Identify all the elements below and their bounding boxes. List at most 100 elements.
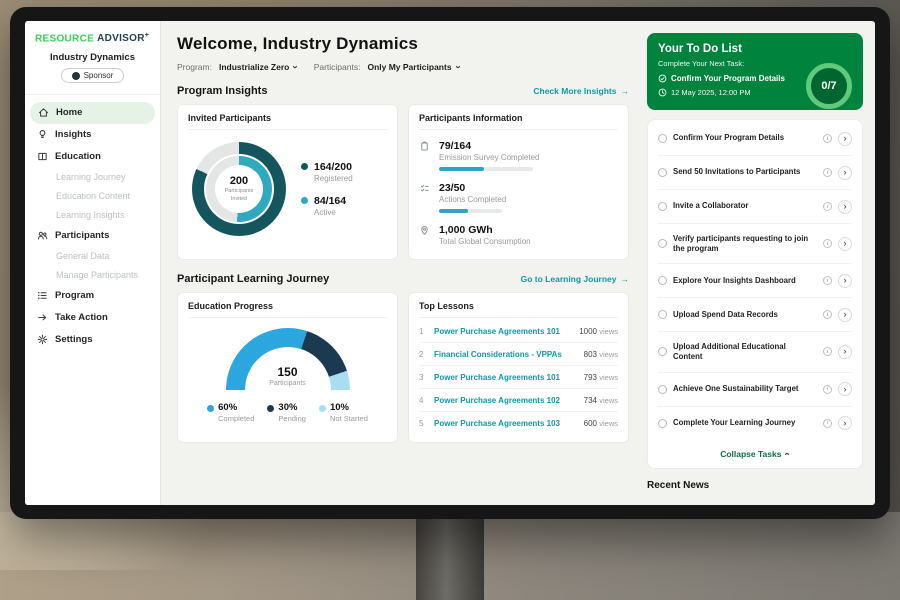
task-checkbox[interactable] bbox=[658, 347, 667, 357]
survey-icon bbox=[421, 141, 428, 151]
list-icon bbox=[38, 292, 47, 300]
sidebar-item-take-action[interactable]: Take Action bbox=[25, 307, 160, 329]
sidebar-item-education[interactable]: Education bbox=[25, 146, 160, 168]
sidebar-item-manage-participants[interactable]: Manage Participants bbox=[56, 270, 139, 281]
chevron-right-icon[interactable]: › bbox=[838, 165, 852, 180]
task-checkbox[interactable] bbox=[658, 276, 667, 286]
legend-dot bbox=[301, 163, 308, 170]
chevron-down-icon: › bbox=[290, 65, 302, 69]
task-checkbox[interactable] bbox=[658, 384, 667, 394]
task-checkbox[interactable] bbox=[658, 310, 667, 320]
lesson-row: 2 Financial Considerations - VPPAs 803 v… bbox=[419, 343, 618, 366]
task-row[interactable]: Verify participants requesting to join t… bbox=[658, 224, 852, 265]
tasks-card: Confirm Your Program Details i › Send 50… bbox=[647, 119, 863, 469]
todo-due-date: 12 May 2025, 12:00 PM bbox=[658, 88, 852, 97]
sidebar-nav: Home Insights Education Learning Journey… bbox=[25, 95, 160, 358]
sidebar-item-general-data[interactable]: General Data bbox=[56, 251, 110, 262]
invited-participants-card: Invited Participants 200 Participants In… bbox=[177, 104, 398, 260]
sidebar-item-settings[interactable]: Settings bbox=[25, 329, 160, 351]
nav-label: Participants bbox=[55, 230, 110, 242]
task-row[interactable]: Complete Your Learning Journey i › bbox=[658, 407, 852, 440]
lesson-row: 1 Power Purchase Agreements 101 1000 vie… bbox=[419, 320, 618, 343]
education-progress-card: Education Progress 150 Participants 60% bbox=[177, 292, 398, 443]
sidebar-item-learning-journey[interactable]: Learning Journey bbox=[56, 172, 126, 183]
info-icon: i bbox=[823, 134, 832, 143]
task-row[interactable]: Explore Your Insights Dashboard i › bbox=[658, 264, 852, 299]
info-icon: i bbox=[823, 239, 832, 249]
sidebar-item-program[interactable]: Program bbox=[25, 285, 160, 307]
sidebar-item-insights[interactable]: Insights bbox=[25, 124, 160, 146]
chevron-right-icon[interactable]: › bbox=[838, 382, 852, 396]
info-icon: i bbox=[823, 347, 832, 357]
lesson-link[interactable]: Power Purchase Agreements 102 bbox=[434, 395, 560, 405]
legend-dot bbox=[301, 197, 308, 204]
donut-center-label: Participants Invited bbox=[224, 188, 254, 202]
legend-dot bbox=[207, 405, 215, 412]
todo-subtitle: Complete Your Next Task: bbox=[658, 59, 745, 68]
monitor-stand bbox=[416, 512, 484, 600]
sidebar-item-home[interactable]: Home bbox=[30, 101, 155, 124]
lesson-link[interactable]: Power Purchase Agreements 103 bbox=[434, 418, 560, 428]
task-row[interactable]: Confirm Your Program Details i › bbox=[658, 122, 852, 156]
lesson-link[interactable]: Power Purchase Agreements 101 bbox=[434, 326, 560, 336]
task-checkbox[interactable] bbox=[658, 239, 667, 249]
task-checkbox[interactable] bbox=[658, 202, 667, 211]
sponsor-badge[interactable]: Sponsor bbox=[60, 68, 125, 84]
chevron-right-icon[interactable]: › bbox=[838, 416, 852, 430]
go-to-learning-journey-link[interactable]: Go to Learning Journey → bbox=[520, 274, 629, 284]
program-dropdown[interactable]: Industrialize Zero › bbox=[218, 62, 302, 72]
sidebar-item-education-content[interactable]: Education Content bbox=[56, 191, 131, 202]
app-window: RESOURCE ADVISOR+ Industry Dynamics Spons… bbox=[25, 21, 875, 505]
participants-dropdown[interactable]: Only My Participants › bbox=[367, 62, 464, 72]
chevron-right-icon[interactable]: › bbox=[838, 131, 852, 146]
chevron-right-icon[interactable]: › bbox=[838, 273, 852, 288]
lesson-row: 5 Power Purchase Agreements 103 600 view… bbox=[419, 418, 618, 428]
card-title: Participants Information bbox=[419, 113, 618, 130]
monitor-bezel: RESOURCE ADVISOR+ Industry Dynamics Spons… bbox=[10, 7, 890, 519]
sidebar-item-learning-insights[interactable]: Learning Insights bbox=[56, 210, 125, 221]
lesson-link[interactable]: Financial Considerations - VPPAs bbox=[434, 349, 562, 359]
collapse-tasks-link[interactable]: Collapse Tasks › bbox=[720, 448, 794, 459]
program-insights-header: Program Insights Check More Insights → bbox=[177, 85, 629, 97]
task-checkbox[interactable] bbox=[658, 134, 667, 143]
nav-label: Take Action bbox=[55, 312, 108, 324]
task-row[interactable]: Upload Spend Data Records i › bbox=[658, 298, 852, 333]
app-logo: RESOURCE ADVISOR+ bbox=[25, 30, 160, 49]
logo-text-advisor: ADVISOR bbox=[97, 33, 145, 45]
chevron-right-icon[interactable]: › bbox=[838, 307, 852, 322]
chevron-right-icon[interactable]: › bbox=[838, 344, 852, 359]
nav-label: Settings bbox=[55, 334, 93, 346]
task-row[interactable]: Achieve One Sustainability Target i › bbox=[658, 373, 852, 407]
section-title: Participant Learning Journey bbox=[177, 273, 330, 285]
task-checkbox[interactable] bbox=[658, 168, 667, 177]
chevron-right-icon[interactable]: › bbox=[838, 236, 852, 251]
task-row[interactable]: Upload Additional Educational Content i … bbox=[658, 332, 852, 373]
gauge-center-label: Participants bbox=[269, 380, 306, 387]
filter-bar: Program: Industrialize Zero › Participan… bbox=[177, 62, 629, 72]
nav-label: Program bbox=[55, 290, 95, 302]
book-icon bbox=[38, 153, 47, 161]
actions-icon bbox=[420, 184, 429, 192]
task-row[interactable]: Send 50 Invitations to Participants i › bbox=[658, 156, 852, 190]
logo-text-resource: RESOURCE bbox=[35, 33, 95, 45]
info-icon: i bbox=[823, 418, 832, 428]
check-more-insights-link[interactable]: Check More Insights → bbox=[533, 86, 629, 96]
task-row[interactable]: Invite a Collaborator i › bbox=[658, 190, 852, 224]
gauge-legend: 60% Completed 30% Pending 10% Not Starte… bbox=[207, 402, 368, 423]
lesson-row: 3 Power Purchase Agreements 101 793 view… bbox=[419, 366, 618, 389]
todo-next-task: Confirm Your Program Details bbox=[658, 74, 798, 83]
sidebar-item-participants[interactable]: Participants bbox=[25, 225, 160, 247]
legend-dot bbox=[267, 405, 275, 412]
invited-donut-chart: 200 Participants Invited bbox=[192, 142, 286, 236]
info-icon: i bbox=[823, 384, 832, 394]
program-filter-label: Program: bbox=[177, 62, 212, 72]
gear-icon bbox=[37, 335, 48, 345]
task-checkbox[interactable] bbox=[658, 418, 667, 428]
top-lessons-card: Top Lessons 1 Power Purchase Agreements … bbox=[408, 292, 629, 443]
bulb-icon bbox=[39, 130, 46, 139]
sponsor-icon bbox=[71, 71, 80, 80]
org-section: Industry Dynamics Sponsor bbox=[25, 49, 160, 95]
info-row: 1,000 GWh Total Global Consumption bbox=[419, 224, 618, 246]
lesson-link[interactable]: Power Purchase Agreements 101 bbox=[434, 372, 560, 382]
chevron-right-icon[interactable]: › bbox=[838, 199, 852, 214]
